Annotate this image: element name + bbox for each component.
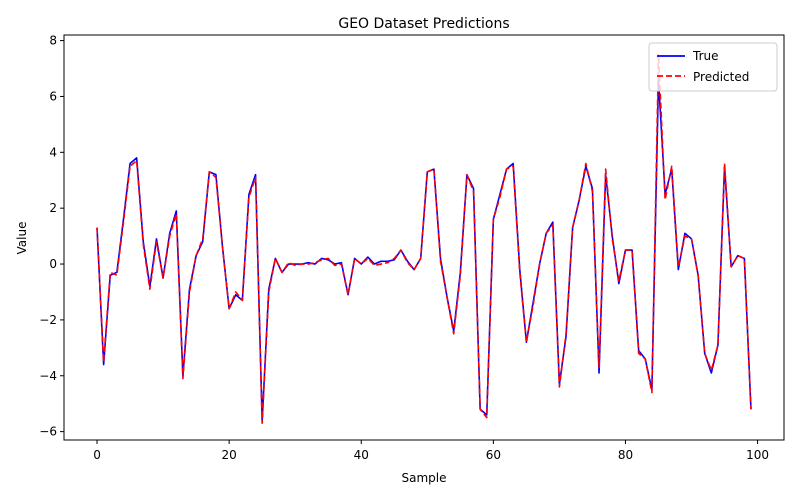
- y-tick-label: −4: [39, 369, 57, 383]
- x-tick-label: 40: [354, 448, 369, 462]
- x-tick-label: 60: [486, 448, 501, 462]
- series-line-predicted: [96, 53, 752, 425]
- x-tick-label: 80: [618, 448, 633, 462]
- y-tick-label: 6: [49, 89, 57, 103]
- x-tick-label: 100: [746, 448, 769, 462]
- y-tick-label: −2: [39, 313, 57, 327]
- y-axis-label: Value: [15, 222, 29, 255]
- x-tick-label: 20: [221, 448, 236, 462]
- x-axis: 0 20 40 60 80 100: [93, 440, 769, 462]
- legend-box: [648, 42, 778, 92]
- legend-label-predicted: Predicted: [693, 70, 749, 84]
- y-axis: −6 −4 −2 0 2 4 6 8: [39, 34, 64, 439]
- legend-label-true: True: [692, 49, 719, 63]
- plot-lines: [96, 53, 752, 425]
- y-tick-label: 0: [49, 257, 57, 271]
- legend: True Predicted: [648, 42, 778, 92]
- chart-title: GEO Dataset Predictions: [338, 16, 509, 32]
- y-tick-label: −6: [39, 425, 57, 439]
- x-axis-label: Sample: [402, 471, 447, 485]
- y-tick-label: 2: [49, 201, 57, 215]
- plot-frame: [63, 34, 785, 441]
- x-tick-label: 0: [93, 448, 101, 462]
- y-tick-label: 4: [49, 145, 57, 159]
- y-tick-label: 8: [49, 34, 57, 48]
